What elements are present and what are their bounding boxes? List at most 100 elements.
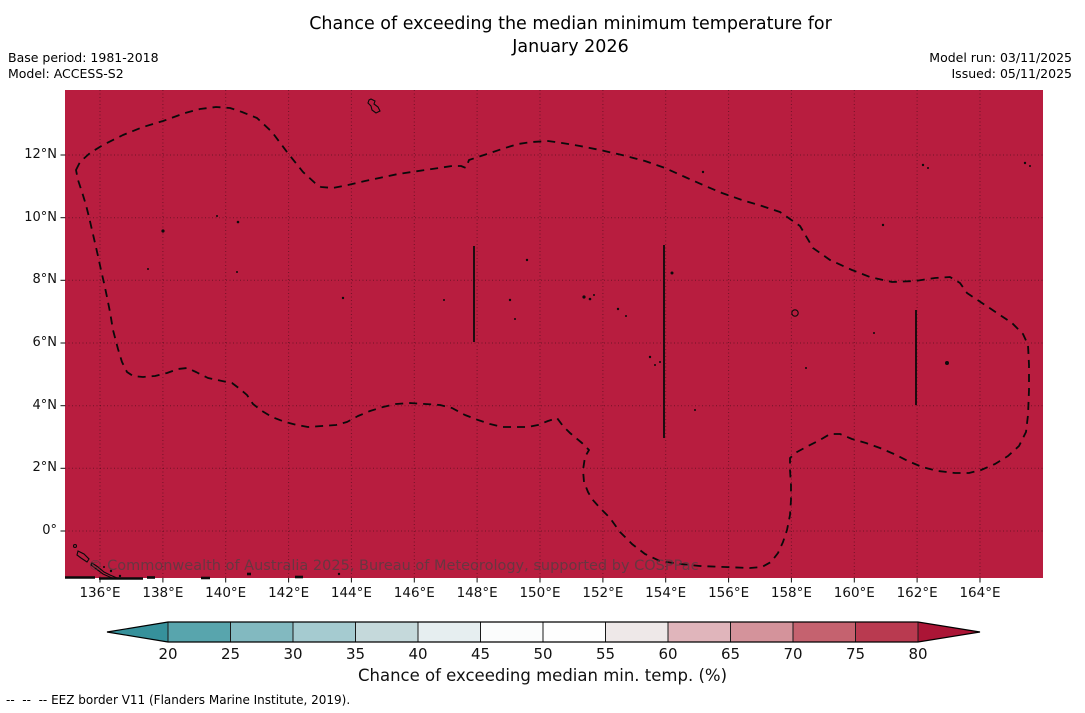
colorbar-tick-label: 60 — [658, 645, 677, 663]
longitude-tick-label: 150°E — [519, 585, 561, 601]
longitude-tick-label: 140°E — [205, 585, 247, 601]
island-outline — [367, 98, 381, 114]
eez-note-text: EEZ border V11 (Flanders Marine Institut… — [51, 693, 351, 707]
island-speck — [616, 307, 620, 311]
island-speck — [654, 364, 656, 366]
page-title: Chance of exceeding the median minimum t… — [0, 13, 1085, 59]
latitude-tick-label: 12°N — [24, 147, 57, 162]
island-speck — [805, 367, 807, 369]
colorbar-arrow-high — [918, 622, 980, 642]
island-speck — [648, 355, 652, 359]
latitude-tick-label: 8°N — [32, 272, 58, 288]
latitude-tick-label: 0° — [42, 523, 57, 538]
island-speck — [694, 409, 696, 411]
colorbar-segment — [355, 622, 418, 642]
copyright-watermark: © Commonwealth of Australia 2025, Bureau… — [88, 558, 699, 574]
colorbar-tick-label: 30 — [283, 645, 302, 663]
colorbar-tick-label: 40 — [408, 645, 427, 663]
island-speck — [508, 298, 512, 302]
map-ocean-fill — [65, 90, 1043, 578]
colorbar-tick-label: 35 — [346, 645, 365, 663]
island-speck — [1023, 161, 1027, 165]
island-speck — [588, 297, 592, 301]
island-speck — [670, 271, 674, 275]
island-speck — [525, 258, 529, 262]
island-speck — [593, 294, 595, 296]
colorbar-segment — [605, 622, 668, 642]
colorbar-segment — [668, 622, 731, 642]
longitude-tick-label: 162°E — [896, 585, 938, 601]
latitude-tick-label: 4°N — [32, 397, 58, 413]
colorbar-label: Chance of exceeding median min. temp. (%… — [357, 666, 728, 685]
longitude-tick-label: 144°E — [330, 585, 372, 601]
colorbar-segment — [855, 622, 918, 642]
model-run-label: Model run: 03/11/2025 — [929, 50, 1072, 65]
colorbar-segment — [418, 622, 481, 642]
longitude-tick-label: 146°E — [393, 585, 435, 601]
island-speck — [216, 215, 218, 217]
island-atoll-ring — [791, 309, 799, 317]
colorbar-tick-label: 65 — [721, 645, 740, 663]
island-speck — [118, 574, 122, 578]
colorbar-segment — [543, 622, 606, 642]
eez-border-note: -- -- -- EEZ border V11 (Flanders Marine… — [6, 693, 350, 707]
island-speck — [109, 569, 113, 573]
colorbar-segment — [480, 622, 543, 642]
longitude-tick-label: 158°E — [770, 585, 812, 601]
colorbar-tick-label: 55 — [596, 645, 615, 663]
colorbar-tick-label: 80 — [908, 645, 927, 663]
island-speck — [659, 361, 661, 363]
longitude-tick-label: 160°E — [833, 585, 875, 601]
colorbar-tick-label: 75 — [846, 645, 865, 663]
issued-label: Issued: 05/11/2025 — [951, 66, 1073, 81]
latitude-tick-label: 10°N — [24, 209, 57, 225]
colorbar-tick-label: 20 — [158, 645, 177, 663]
colorbar-tick-label: 50 — [533, 645, 552, 663]
colorbar-segment — [293, 622, 356, 642]
island-speck — [1029, 165, 1031, 167]
island-atoll-ring — [72, 543, 78, 549]
longitude-tick-label: 152°E — [582, 585, 624, 601]
colorbar-arrow-low — [107, 622, 168, 642]
colorbar-segment — [230, 622, 293, 642]
island-speck — [945, 361, 949, 365]
colorbar-legend: 20 25 30 35 40 45 50 55 60 65 70 75 80 — [106, 621, 981, 663]
colorbar-segment — [168, 622, 231, 642]
island-speck — [147, 268, 149, 270]
island-speck — [927, 167, 929, 169]
eez-note-dashes: -- -- -- — [6, 693, 52, 707]
island-speck — [921, 163, 925, 167]
island-speck — [337, 572, 341, 576]
title-line-2: January 2026 — [512, 37, 629, 57]
longitude-tick-label: 138°E — [142, 585, 184, 601]
island-speck — [103, 566, 105, 568]
longitude-tick-label: 154°E — [645, 585, 687, 601]
longitude-tick-label: 156°E — [708, 585, 750, 601]
island-speck — [236, 220, 240, 224]
colorbar-tick-label: 25 — [221, 645, 240, 663]
island-speck — [161, 229, 165, 233]
colorbar-segment — [730, 622, 793, 642]
colorbar-segment — [793, 622, 856, 642]
island-speck — [236, 271, 238, 273]
island-outline — [76, 550, 90, 563]
island-speck — [443, 299, 445, 301]
eez-border-dashed — [75, 106, 1030, 569]
island-speck — [341, 296, 345, 300]
island-speck — [514, 318, 516, 320]
latitude-tick-label: 2°N — [32, 460, 58, 476]
island-speck — [881, 223, 885, 227]
longitude-tick-label: 142°E — [268, 585, 310, 601]
colorbar-tick-label: 45 — [471, 645, 490, 663]
map-canvas: © Commonwealth of Australia 2025, Bureau… — [60, 90, 1043, 583]
colorbar-outline — [106, 621, 981, 643]
model-label: Model: ACCESS-S2 — [8, 66, 124, 81]
longitude-tick-label: 164°E — [959, 585, 1001, 601]
island-speck — [873, 332, 875, 334]
title-line-1: Chance of exceeding the median minimum t… — [309, 14, 832, 34]
base-period-label: Base period: 1981-2018 — [8, 50, 159, 65]
run-metadata-left: Base period: 1981-2018 Model: ACCESS-S2 — [8, 50, 159, 82]
island-speck — [625, 315, 627, 317]
colorbar-tick-label: 70 — [783, 645, 802, 663]
